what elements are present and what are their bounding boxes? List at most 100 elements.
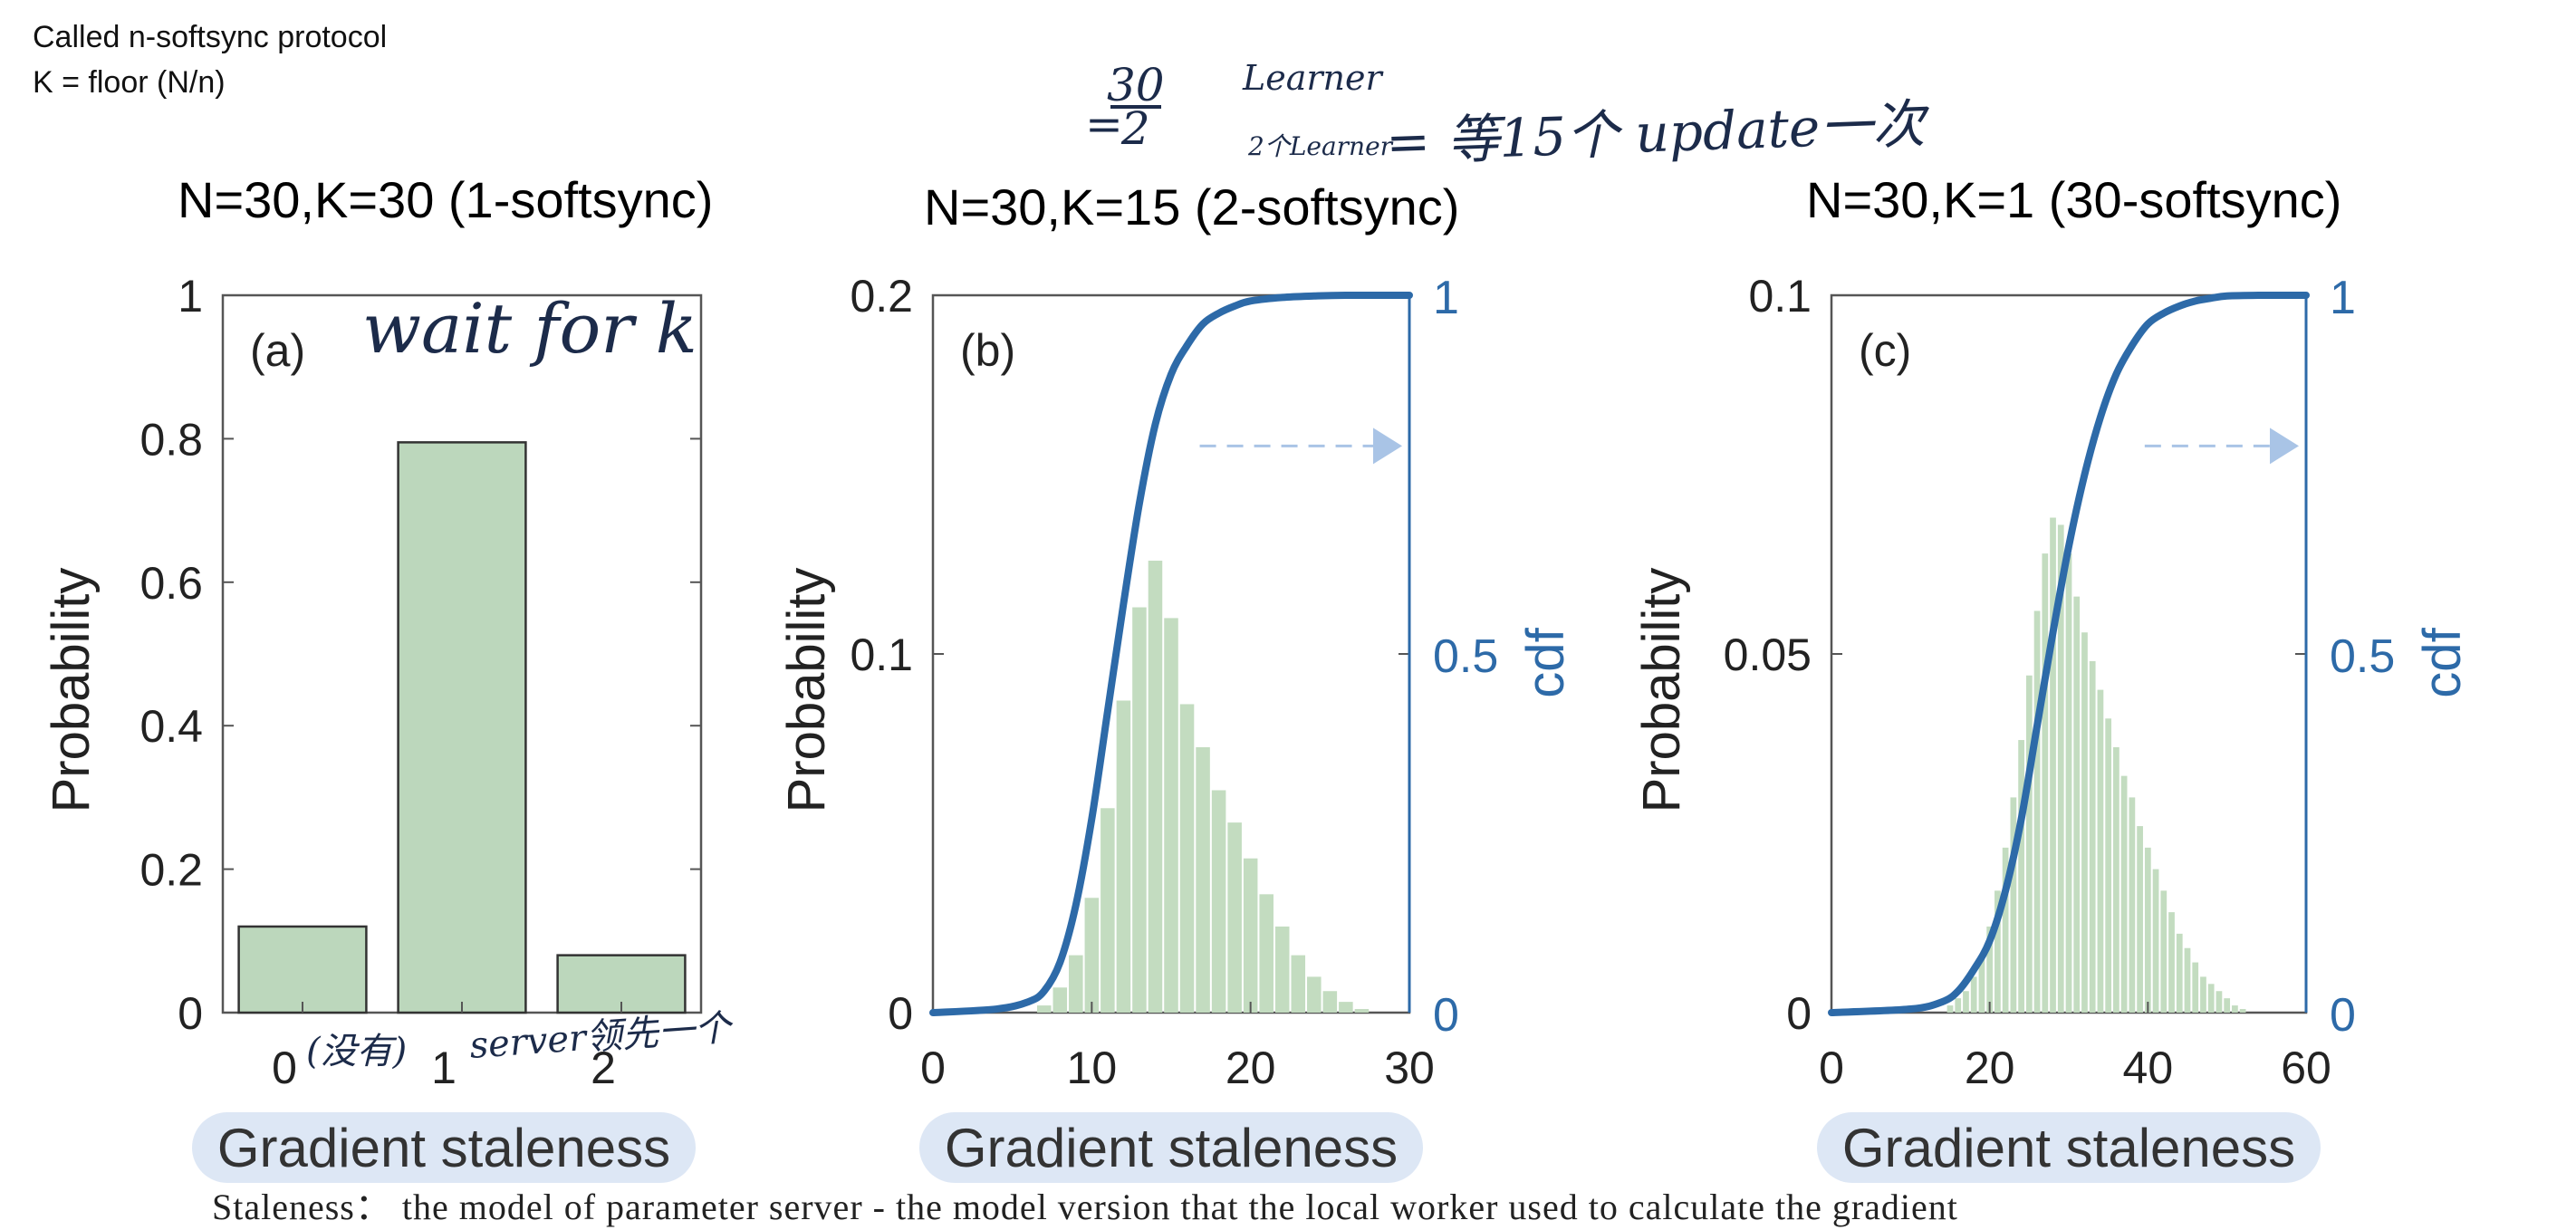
- panel-b-hist-bar: [1196, 746, 1210, 1013]
- panel-b-xlabel-highlight: [919, 1112, 1423, 1183]
- fraction-bar: [1110, 105, 1161, 109]
- panel-b-xtick-label: 0: [920, 1043, 946, 1093]
- panel-b-y2label: cdf: [1516, 627, 1575, 697]
- panel-b-hist-bar: [1069, 955, 1083, 1013]
- panel-c-hist-bar: [2033, 610, 2041, 1013]
- fraction-denominator: 2: [1120, 102, 1150, 155]
- panel-c-hist-bar: [2097, 689, 2104, 1013]
- panel-c-ytick-label: 0: [1786, 988, 1812, 1039]
- panel-a-ytick-label: 0.6: [139, 558, 203, 609]
- panel-b-ytick-label: 0.1: [850, 629, 913, 680]
- panel-a-panel-label: (a): [250, 325, 305, 376]
- panel-c-xlabel: Gradient staleness: [1842, 1118, 2295, 1178]
- panel-a-bar: [397, 441, 527, 1014]
- panel-c-hist-bar: [2081, 632, 2088, 1013]
- panel-b-hist-bar: [1101, 808, 1115, 1013]
- panel-b-hist-bar: [1148, 561, 1163, 1013]
- panel-a-ytick-label: 0.4: [139, 701, 203, 752]
- panel-c-hist-bar: [2050, 517, 2056, 1013]
- panel-b-hist-bar: [1084, 898, 1100, 1013]
- panel-b-panel-label: (b): [960, 325, 1015, 376]
- panel-b-hist-bar: [1164, 618, 1178, 1013]
- panel-c-hist-bar: [1963, 991, 1969, 1013]
- panel-b-hist-bar: [1036, 1005, 1052, 1013]
- handwritten-learner: Learner: [1243, 58, 1382, 98]
- panel-a-title: N=30,K=30 (1-softsync): [178, 171, 714, 228]
- handwritten-wait-for-k: wait for k: [362, 288, 697, 369]
- panel-c-hist-bar: [2207, 984, 2215, 1013]
- panel-a-ylabel: Probability: [42, 568, 101, 813]
- panel-c-hist-bar: [2065, 553, 2072, 1013]
- panel-b-hist-bar: [1274, 926, 1290, 1013]
- panel-c-xtick-label: 40: [2123, 1043, 2174, 1093]
- panel-b-hist-bar: [1179, 704, 1195, 1013]
- panel-c-hist-bar: [2042, 553, 2049, 1013]
- panel-c-xlabel-highlight: [1817, 1112, 2321, 1183]
- panel-c-hist-bar: [2232, 1005, 2238, 1013]
- panel-c-hist-bar: [1970, 976, 1977, 1013]
- panel-b-hist-bar: [1259, 894, 1274, 1013]
- panel-c-hist-bar: [1986, 926, 1994, 1013]
- panel-b-xtick-label: 20: [1226, 1043, 1276, 1093]
- panel-b-hist-bar: [1291, 955, 1306, 1013]
- panel-c-hist-bar: [1994, 890, 2001, 1013]
- panel-c-xtick-label: 0: [1819, 1043, 1844, 1093]
- panel-a-bar: [237, 925, 368, 1014]
- panel-b-hist-bar: [1322, 991, 1338, 1013]
- panel-b-hist-bar: [1132, 607, 1147, 1013]
- panel-c-hist-bar: [2160, 890, 2167, 1013]
- panel-c-hist-bar: [2018, 740, 2024, 1013]
- panel-a-ytick-label: 0: [178, 988, 203, 1039]
- staleness-definition: Staleness： the model of parameter server…: [212, 1187, 1958, 1227]
- panel-c-hist-bar: [1978, 955, 1985, 1013]
- panel-c-cdf-line: [1828, 291, 2310, 1016]
- panel-b-xlabel: Gradient staleness: [945, 1118, 1398, 1178]
- panel-c-cdf-arrow-head: [2270, 428, 2299, 465]
- panel-a-ytick-label: 0.2: [139, 845, 203, 896]
- panel-b-cdf-line: [929, 291, 1413, 1016]
- panel-c-xtick-label: 20: [1965, 1043, 2015, 1093]
- panel-c-hist-bar: [2010, 797, 2017, 1013]
- panel-b-hist-bar: [1243, 858, 1258, 1013]
- panel-c-hist-bar: [2216, 991, 2223, 1013]
- panel-c-hist-bar: [2176, 933, 2183, 1013]
- protocol-note: Called n-softsync protocol K = floor (N/…: [33, 14, 387, 105]
- panel-c-hist-bar: [2137, 826, 2143, 1013]
- panel-c-hist-bar: [2168, 912, 2175, 1013]
- handwritten-equals: =: [1085, 98, 1123, 150]
- panel-c-hist-bar: [2120, 775, 2128, 1013]
- panel-c-hist-bar: [2113, 746, 2119, 1013]
- panel-b-hist-bar: [1227, 822, 1242, 1013]
- panel-c-hist-bar: [2239, 1009, 2246, 1013]
- panel-b-y2tick-label: 0: [1433, 989, 1459, 1042]
- protocol-note-line1: Called n-softsync protocol: [33, 20, 388, 54]
- panel-c-hist-bar: [2224, 998, 2231, 1013]
- panel-b-y2tick-label: 0.5: [1433, 630, 1498, 683]
- panel-c-title: N=30,K=1 (30-softsync): [1806, 171, 2342, 228]
- panel-c-hist-bar: [2025, 675, 2033, 1013]
- handwritten-small-note: 2个Learner: [1248, 131, 1393, 161]
- panel-b-hist-bar: [1116, 700, 1131, 1013]
- panel-c-y2label: cdf: [2413, 627, 2472, 697]
- panel-c-hist-bar: [2184, 947, 2191, 1013]
- panel-b-cdf-arrow-head: [1373, 428, 1402, 465]
- panel-c-hist-bar: [2192, 962, 2199, 1013]
- panel-c-hist-bar: [1955, 998, 1962, 1013]
- panel-c-ytick-label: 0.05: [1724, 629, 1812, 680]
- panel-c-hist-bar: [2089, 660, 2096, 1013]
- panel-c-y2tick-label: 0.5: [2330, 630, 2395, 683]
- panel-c-ylabel: Probability: [1632, 568, 1691, 813]
- panel-b-xtick-label: 10: [1067, 1043, 1118, 1093]
- panel-b-hist-bar: [1307, 976, 1322, 1013]
- handwritten-fraction: 30 2: [1107, 62, 1165, 155]
- panel-b-hist-bar: [1211, 790, 1226, 1013]
- panel-b-title: N=30,K=15 (2-softsync): [924, 178, 1460, 235]
- panel-c-hist-bar: [2152, 869, 2159, 1013]
- panel-c-y2tick-label: 0: [2330, 989, 2356, 1042]
- panel-a-xtick-label: 2: [591, 1043, 616, 1093]
- panel-a-xlabel-highlight: [192, 1112, 696, 1183]
- panel-b-ylabel: Probability: [777, 568, 836, 813]
- panel-b-y2tick-label: 1: [1433, 272, 1459, 324]
- panel-a-xtick-label: 0: [272, 1043, 297, 1093]
- panel-c-hist-bar: [2129, 797, 2136, 1013]
